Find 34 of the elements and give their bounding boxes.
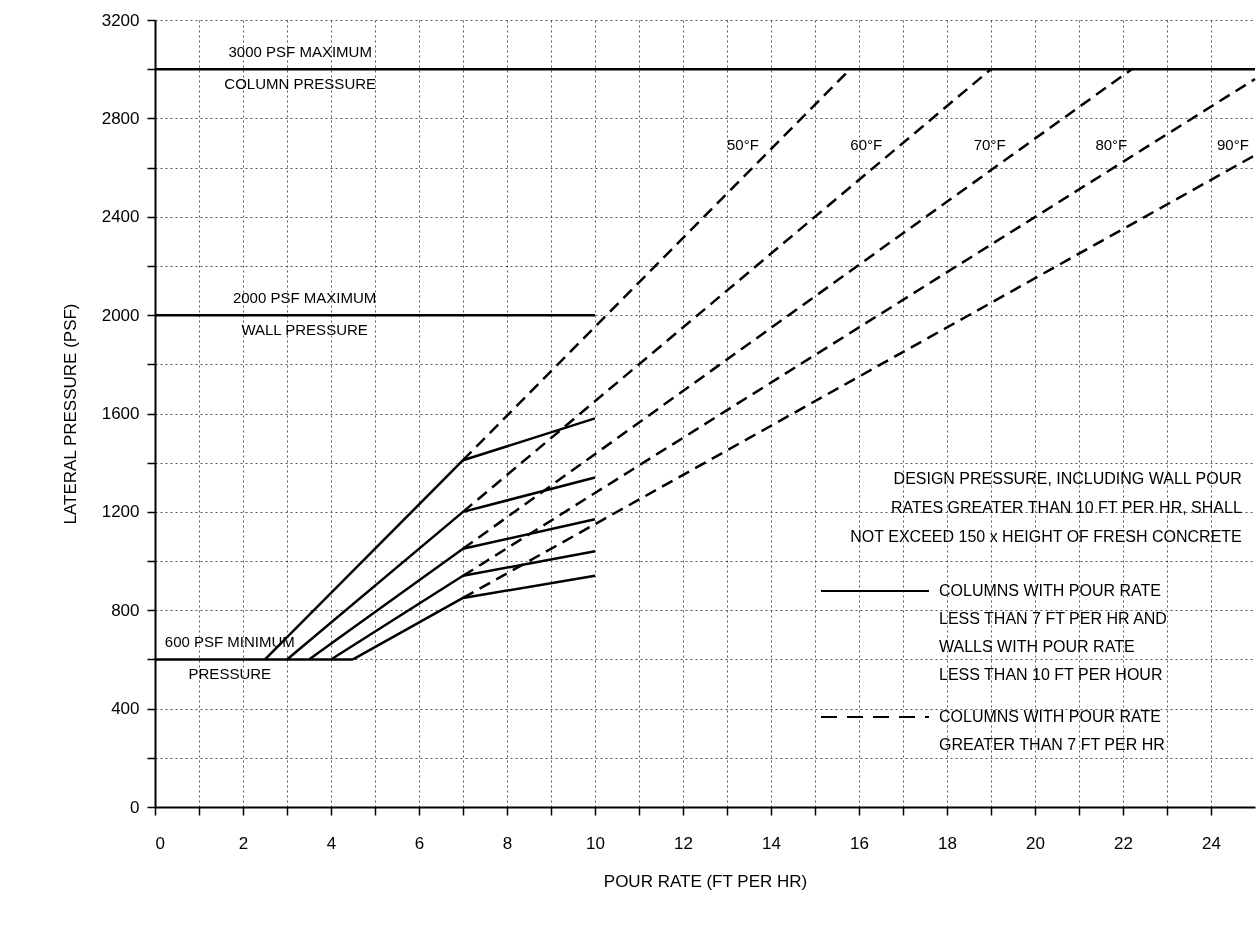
series-label: 80°F <box>1095 136 1128 154</box>
annotation: COLUMNS WITH POUR RATE GREATER THAN 7 FT PER HR <box>939 707 1165 755</box>
y-tick-label: 400 <box>111 699 140 719</box>
annotation: DESIGN PRESSURE, INCLUDING WALL POUR RATES GREATER THAN 10 FT PER HR, SHALL NOT EXCEED 150 x HEIGHT OF FRESH CONCRETE <box>850 469 1242 545</box>
y-tick-label: 3200 <box>101 10 140 30</box>
x-tick-label: 0 <box>155 833 165 853</box>
annotation: COLUMNS WITH POUR RATE LESS THAN 7 FT PER HR AND WALLS WITH POUR RATE LESS THAN 10 FT PER HOUR <box>939 581 1167 685</box>
y-tick-label: 2800 <box>101 108 140 128</box>
y-tick-label: 1200 <box>101 502 140 522</box>
annotation: 3000 PSF MAXIMUM COLUMN PRESSURE <box>224 43 377 93</box>
x-tick-label: 16 <box>850 833 869 853</box>
series-label: 60°F <box>850 136 883 154</box>
x-tick-label: 10 <box>586 833 605 853</box>
series-label: 90°F <box>1216 136 1249 154</box>
x-tick-label: 20 <box>1026 833 1045 853</box>
annotation: 2000 PSF MAXIMUM WALL PRESSURE <box>232 289 377 339</box>
x-tick-label: 6 <box>414 833 425 853</box>
y-tick-label: 2400 <box>101 207 140 227</box>
y-axis-title: LATERAL PRESSURE (PSF) <box>60 303 80 525</box>
x-tick-label: 22 <box>1114 833 1133 853</box>
y-tick-label: 2000 <box>101 305 140 325</box>
x-tick-label: 12 <box>674 833 693 853</box>
series-label: 50°F <box>727 136 759 154</box>
x-tick-label: 14 <box>762 833 781 853</box>
y-tick-label: 0 <box>130 797 140 817</box>
x-axis-title: POUR RATE (FT PER HR) <box>603 871 808 891</box>
y-tick-label: 800 <box>111 600 140 620</box>
x-tick-label: 2 <box>238 833 249 853</box>
y-tick-label: 1600 <box>101 404 140 423</box>
x-tick-label: 4 <box>326 833 337 853</box>
x-tick-label: 18 <box>938 833 957 853</box>
x-tick-label: 24 <box>1202 833 1221 853</box>
series-label: 70°F <box>973 136 1006 154</box>
x-tick-label: 8 <box>502 833 513 853</box>
